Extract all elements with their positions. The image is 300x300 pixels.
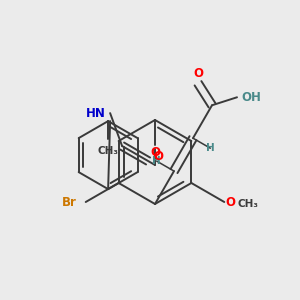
Text: Br: Br — [62, 196, 77, 208]
Text: HN: HN — [86, 106, 106, 120]
Text: O: O — [225, 196, 235, 208]
Text: H: H — [152, 156, 161, 166]
Text: CH₃: CH₃ — [98, 146, 118, 156]
Text: H: H — [206, 143, 215, 153]
Text: O: O — [193, 67, 203, 80]
Text: O: O — [150, 146, 160, 160]
Text: O: O — [153, 151, 163, 164]
Text: OH: OH — [241, 91, 261, 104]
Text: CH₃: CH₃ — [238, 199, 259, 209]
